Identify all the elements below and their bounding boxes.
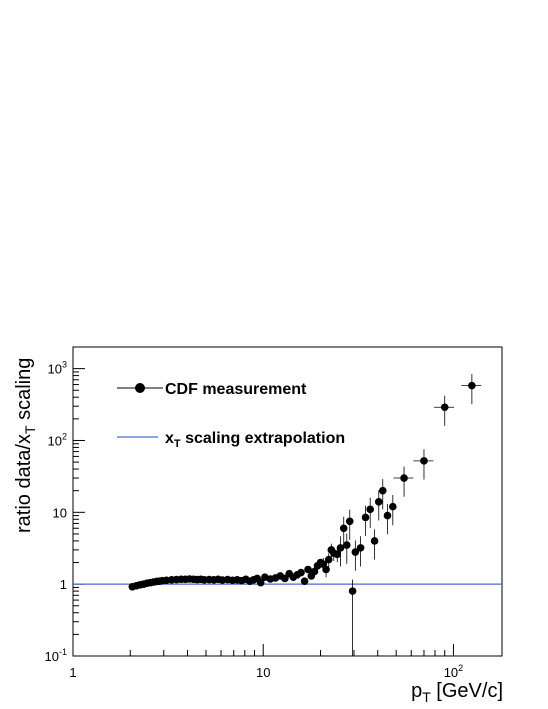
y-tick-label: 10 — [53, 505, 67, 520]
data-point — [370, 537, 379, 545]
data-point — [324, 555, 333, 564]
legend-extrap-rest: scaling extrapolation — [181, 430, 345, 447]
y-tick-label-exp: 3 — [62, 360, 67, 370]
data-point — [440, 403, 449, 412]
x-tick-label-base: 1 — [69, 665, 76, 680]
data-point — [389, 502, 397, 511]
legend-extrap-main: x — [165, 430, 174, 447]
x-axis-title-rest: [GeV/c] — [431, 680, 503, 702]
y-tick-label-base: 10 — [53, 505, 67, 520]
data-point — [304, 565, 312, 574]
data-point — [420, 457, 428, 465]
data-point — [345, 517, 354, 526]
y-tick-label-base: 10 — [45, 649, 59, 664]
x-axis-title-sub: T — [422, 689, 431, 705]
data-points — [128, 374, 482, 656]
x-tick-label: 10 — [256, 665, 270, 680]
data-point — [336, 544, 345, 552]
y-tick-label-exp: -1 — [59, 647, 67, 657]
data-point — [322, 565, 330, 574]
y-tick-label-base: 10 — [48, 433, 62, 448]
plot-frame — [72, 346, 503, 657]
y-axis-title-sub: T — [22, 425, 38, 434]
data-point — [339, 524, 348, 533]
data-point — [468, 381, 476, 390]
data-point — [297, 568, 305, 577]
x-tick-label: 1 — [69, 665, 76, 680]
x-axis-title: pT [GeV/c] — [411, 680, 503, 705]
data-point — [378, 486, 387, 495]
y-axis-title: ratio data/xT scaling — [13, 358, 38, 533]
x-tick-label: 102 — [444, 663, 463, 680]
legend: CDF measurement xT scaling extrapolation — [117, 381, 345, 450]
data-point — [361, 513, 370, 522]
data-point — [351, 548, 360, 556]
data-point — [383, 511, 392, 520]
legend-label-cdf: CDF measurement — [165, 381, 307, 398]
x-tick-label-exp: 2 — [458, 663, 463, 673]
data-point — [366, 505, 374, 514]
axis-ticks — [72, 346, 454, 657]
y-tick-label: 10-1 — [45, 647, 67, 664]
y-tick-label-base: 1 — [60, 577, 67, 592]
data-point — [300, 577, 309, 585]
y-axis-title-main: ratio data/x — [13, 434, 35, 533]
x-tick-label-base: 10 — [256, 665, 270, 680]
legend-extrap-sub: T — [174, 438, 181, 450]
legend-marker — [135, 383, 145, 393]
legend-label-extrapolation: xT scaling extrapolation — [165, 430, 345, 450]
data-point — [356, 544, 365, 552]
y-tick-label: 102 — [48, 431, 67, 448]
y-tick-label-base: 10 — [48, 362, 62, 377]
x-tick-label-base: 10 — [444, 665, 458, 680]
data-point — [374, 498, 383, 506]
data-point — [256, 578, 265, 587]
data-point — [342, 541, 351, 549]
data-point — [348, 587, 357, 595]
data-point — [400, 474, 408, 482]
y-tick-label: 103 — [48, 360, 67, 377]
y-tick-label-exp: 2 — [62, 431, 67, 441]
y-tick-label: 1 — [60, 577, 67, 592]
data-point — [310, 567, 319, 576]
x-axis-title-main: p — [411, 680, 422, 702]
y-axis-title-rest: scaling — [13, 358, 35, 426]
data-point — [333, 550, 342, 559]
